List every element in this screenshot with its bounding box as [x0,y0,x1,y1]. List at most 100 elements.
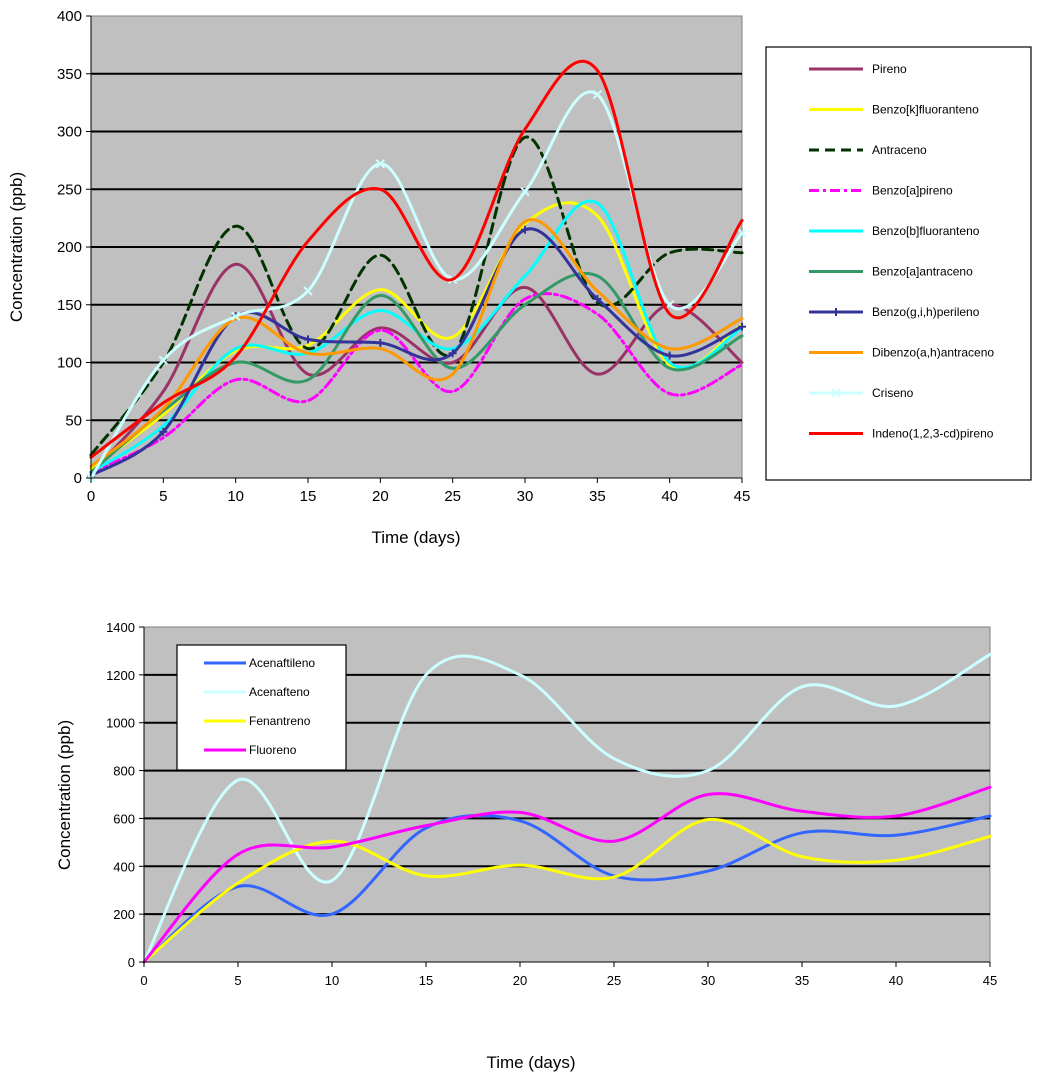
legend-item: Acenafteno [204,685,310,699]
chart-2-x-tick-labels: 0 5 10 15 20 25 30 35 40 45 [140,962,997,988]
data-point-marker [738,322,746,331]
legend-item: Benzo[a]pireno [809,184,953,198]
chart-1-legend-box [765,46,1032,481]
chart-1: 0 50 100 150 200 250 300 350 400 0 5 10 15 20 25 30 35 4… [7,8,1032,547]
y-tick-label: 400 [57,8,82,25]
y-tick-label: 1000 [106,716,135,731]
chart-1-x-axis-title: Time (days) [371,528,460,547]
x-tick-label: 35 [589,488,606,505]
x-tick-label: 5 [234,973,241,988]
y-tick-label: 0 [74,470,82,487]
legend-label: Criseno [872,386,914,400]
legend-item: Fluoreno [204,743,297,757]
chart-1-series-lines [86,60,747,483]
y-tick-label: 300 [57,124,82,141]
x-tick-label: 10 [325,973,339,988]
series-3 [142,785,992,964]
data-point-marker [593,294,602,303]
legend-label: Fluoreno [249,743,297,757]
legend-label: Acenaftileno [249,656,315,670]
legend-label: Dibenzo(a,h)antraceno [872,346,994,360]
x-tick-label: 40 [661,488,678,505]
series-2 [142,818,992,964]
data-point-marker [376,338,385,347]
chart-1-x-tick-labels: 0 5 10 15 20 25 30 35 40 45 [87,478,751,505]
data-point-marker [664,300,675,310]
legend-item: Benzo(g,i,h)perileno [809,305,980,319]
x-tick-label: 20 [513,973,527,988]
y-tick-label: 150 [57,297,82,314]
data-point-marker [665,351,674,360]
legend-item: Fenantreno [204,714,311,728]
data-point-marker [230,311,241,322]
x-tick-label: 20 [372,488,389,505]
chart-2-axes [143,627,990,963]
legend-item: Pireno [809,62,907,76]
series-5 [89,271,744,474]
data-point-marker [592,89,603,100]
series-7 [89,218,744,468]
series-9 [89,60,744,459]
y-tick-label: 400 [113,859,135,874]
series-line [142,653,992,964]
x-tick-label: 0 [87,488,95,505]
x-tick-label: 0 [140,973,147,988]
series-line [89,218,744,468]
series-0 [89,262,744,474]
series-0 [142,813,992,964]
y-tick-label: 800 [113,764,135,779]
legend-label: Benzo(g,i,h)perileno [872,305,980,319]
chart-1-y-axis-title: Concentration (ppb) [7,172,26,322]
legend-item: Benzo[b]fluoranteno [809,224,980,238]
legend-item: Antraceno [809,143,927,157]
chart-2-y-tick-labels: 0 200 400 600 800 1000 1200 1400 [106,620,144,970]
series-line [142,785,992,964]
chart-2: 0 200 400 600 800 1000 1200 1400 0 5 10 15 20 25 30 35… [55,620,997,1072]
data-point-marker [737,228,747,238]
x-tick-label: 40 [889,973,903,988]
x-tick-label: 45 [983,973,997,988]
x-tick-label: 30 [517,488,534,505]
series-line [89,271,744,474]
chart-2-y-axis-title: Concentration (ppb) [55,720,74,870]
x-tick-label: 30 [701,973,715,988]
legend-item: Benzo[k]fluoranteno [809,103,979,117]
x-tick-label: 5 [159,488,167,505]
legend-item: Dibenzo(a,h)antraceno [809,346,994,360]
data-point-marker [303,286,313,296]
series-line [142,818,992,964]
legend-label: Pireno [872,62,907,76]
x-tick-label: 25 [607,973,621,988]
x-tick-label: 25 [444,488,461,505]
data-point-marker [520,186,530,197]
series-line [142,813,992,964]
chart-2-series-lines [142,653,992,964]
y-tick-label: 1400 [106,620,135,635]
legend-label: Benzo[b]fluoranteno [872,224,980,238]
series-line [89,60,744,459]
legend-label: Benzo[a]antraceno [872,265,973,279]
legend-label: Benzo[a]pireno [872,184,953,198]
data-point-marker [159,427,168,436]
y-tick-label: 0 [128,955,135,970]
y-tick-label: 600 [113,811,135,826]
x-tick-label: 45 [734,488,751,505]
data-point-marker [375,159,386,169]
legend-item: Criseno [809,386,914,400]
y-tick-label: 50 [65,412,82,429]
legend-item: Indeno(1,2,3-cd)pireno [809,427,994,441]
y-tick-label: 350 [57,66,82,83]
y-tick-label: 250 [57,181,82,198]
data-point-marker [158,355,169,365]
x-tick-label: 35 [795,973,809,988]
legend-label: Indeno(1,2,3-cd)pireno [872,427,994,441]
chart-1-gridlines [91,72,742,422]
chart-1-legend: Pireno Benzo[k]fluoranteno Antraceno Benzo[… [765,46,1032,481]
chart-1-y-tick-labels: 0 50 100 150 200 250 300 350 400 [57,8,91,487]
legend-label: Antraceno [872,143,927,157]
series-line [89,227,744,478]
y-tick-label: 200 [57,239,82,256]
legend-item: Acenaftileno [204,656,315,670]
y-tick-label: 200 [113,907,135,922]
